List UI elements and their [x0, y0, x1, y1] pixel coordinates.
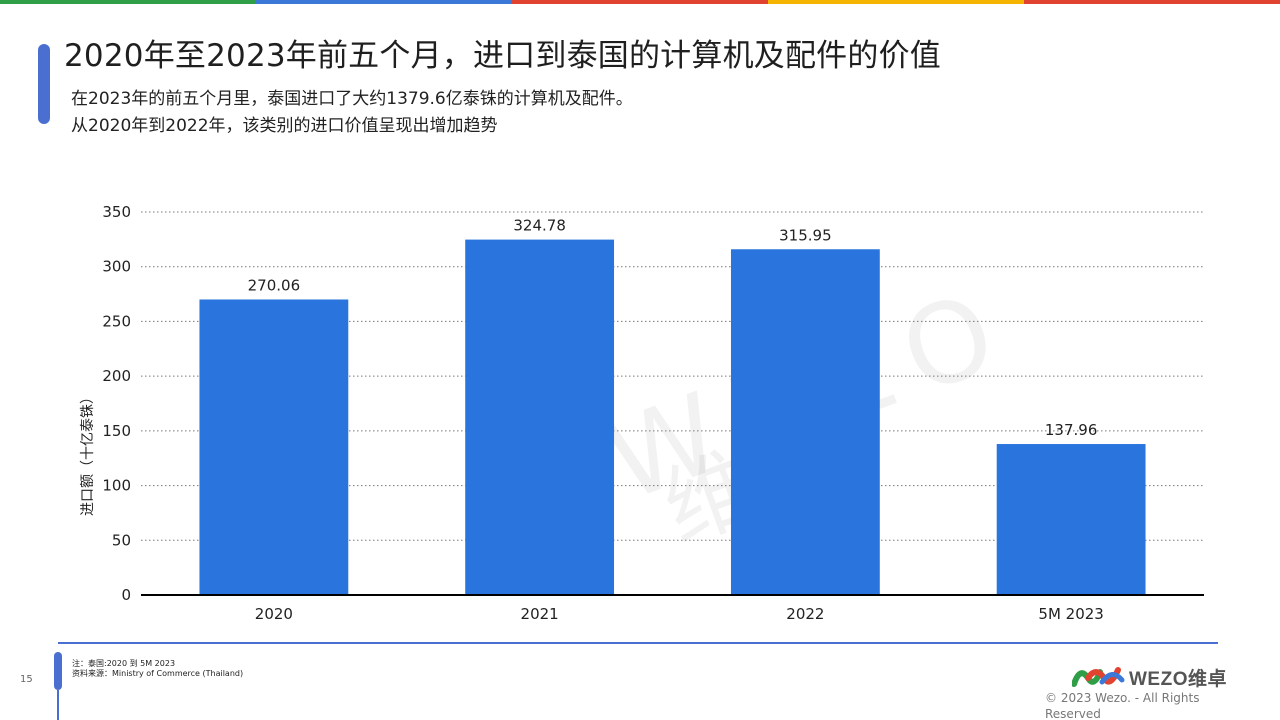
- data-label: 324.78: [513, 217, 566, 235]
- footer-notes: 注：泰国:2020 到 5M 2023 资料来源：Ministry of Com…: [72, 659, 243, 679]
- stripe-red: [512, 0, 768, 4]
- y-tick-label: 100: [102, 477, 131, 495]
- y-tick-label: 300: [102, 258, 131, 276]
- stripe-red-2: [1024, 0, 1280, 4]
- footer-accent-line: [57, 690, 59, 720]
- footer-source: 资料来源：Ministry of Commerce (Thailand): [72, 669, 244, 678]
- footer-rule: [58, 642, 1218, 644]
- page-title: 2020年至2023年前五个月，进口到泰国的计算机及配件的价值: [64, 38, 941, 74]
- title-accent-bar: [38, 44, 50, 124]
- page-number: 15: [20, 674, 33, 685]
- bars: [199, 239, 1146, 595]
- data-label: 270.06: [248, 276, 301, 294]
- y-tick-label: 200: [102, 367, 131, 385]
- wezo-logo-text: WEZO维卓: [1129, 668, 1227, 690]
- top-color-stripe: [0, 0, 1280, 4]
- data-label: 137.96: [1045, 421, 1098, 439]
- x-tick-label: 5M 2023: [1038, 605, 1103, 623]
- y-tick-label: 250: [102, 312, 131, 330]
- y-axis-ticks: 0 50 100 150 200 250 300 350: [102, 203, 131, 604]
- data-label: 315.95: [779, 226, 832, 244]
- bar-chart: 0 50 100 150 200 250 300 350 270.06 324.78 315.95…: [80, 203, 1204, 623]
- stripe-green: [0, 0, 256, 4]
- stripe-blue: [256, 0, 512, 4]
- footer-note: 注：泰国:2020 到 5M 2023: [72, 659, 176, 668]
- bar-2021: [465, 239, 615, 595]
- bar-5m-2023: [996, 444, 1146, 595]
- subtitle-line-1: 在2023年的前五个月里，泰国进口了大约1379.6亿泰铢的计算机及配件。: [71, 89, 633, 109]
- x-tick-label: 2020: [255, 605, 293, 623]
- bar-2020: [199, 299, 349, 595]
- stripe-yellow: [768, 0, 1024, 4]
- wezo-logo-icon: [1072, 667, 1125, 687]
- subtitle-line-2: 从2020年到2022年，该类别的进口价值呈现出增加趋势: [71, 116, 498, 136]
- copyright-text: © 2023 Wezo. - All Rights Reserved: [1045, 691, 1200, 720]
- bar-2022: [730, 249, 880, 595]
- y-tick-label: 0: [121, 586, 131, 604]
- y-tick-label: 150: [102, 422, 131, 440]
- data-labels: 270.06 324.78 315.95 137.96: [248, 217, 1098, 439]
- x-axis-ticks: 2020 2021 2022 5M 2023: [255, 605, 1104, 623]
- y-axis-label: 进口额（十亿泰铢）: [80, 390, 96, 516]
- wezo-logo: WEZO维卓: [1072, 662, 1242, 692]
- y-tick-label: 350: [102, 203, 131, 221]
- page-subtitle: 在2023年的前五个月里，泰国进口了大约1379.6亿泰铢的计算机及配件。 从2…: [71, 86, 633, 140]
- y-tick-label: 50: [112, 531, 131, 549]
- x-tick-label: 2021: [521, 605, 559, 623]
- x-tick-label: 2022: [786, 605, 824, 623]
- footer-accent-bar: [54, 652, 62, 690]
